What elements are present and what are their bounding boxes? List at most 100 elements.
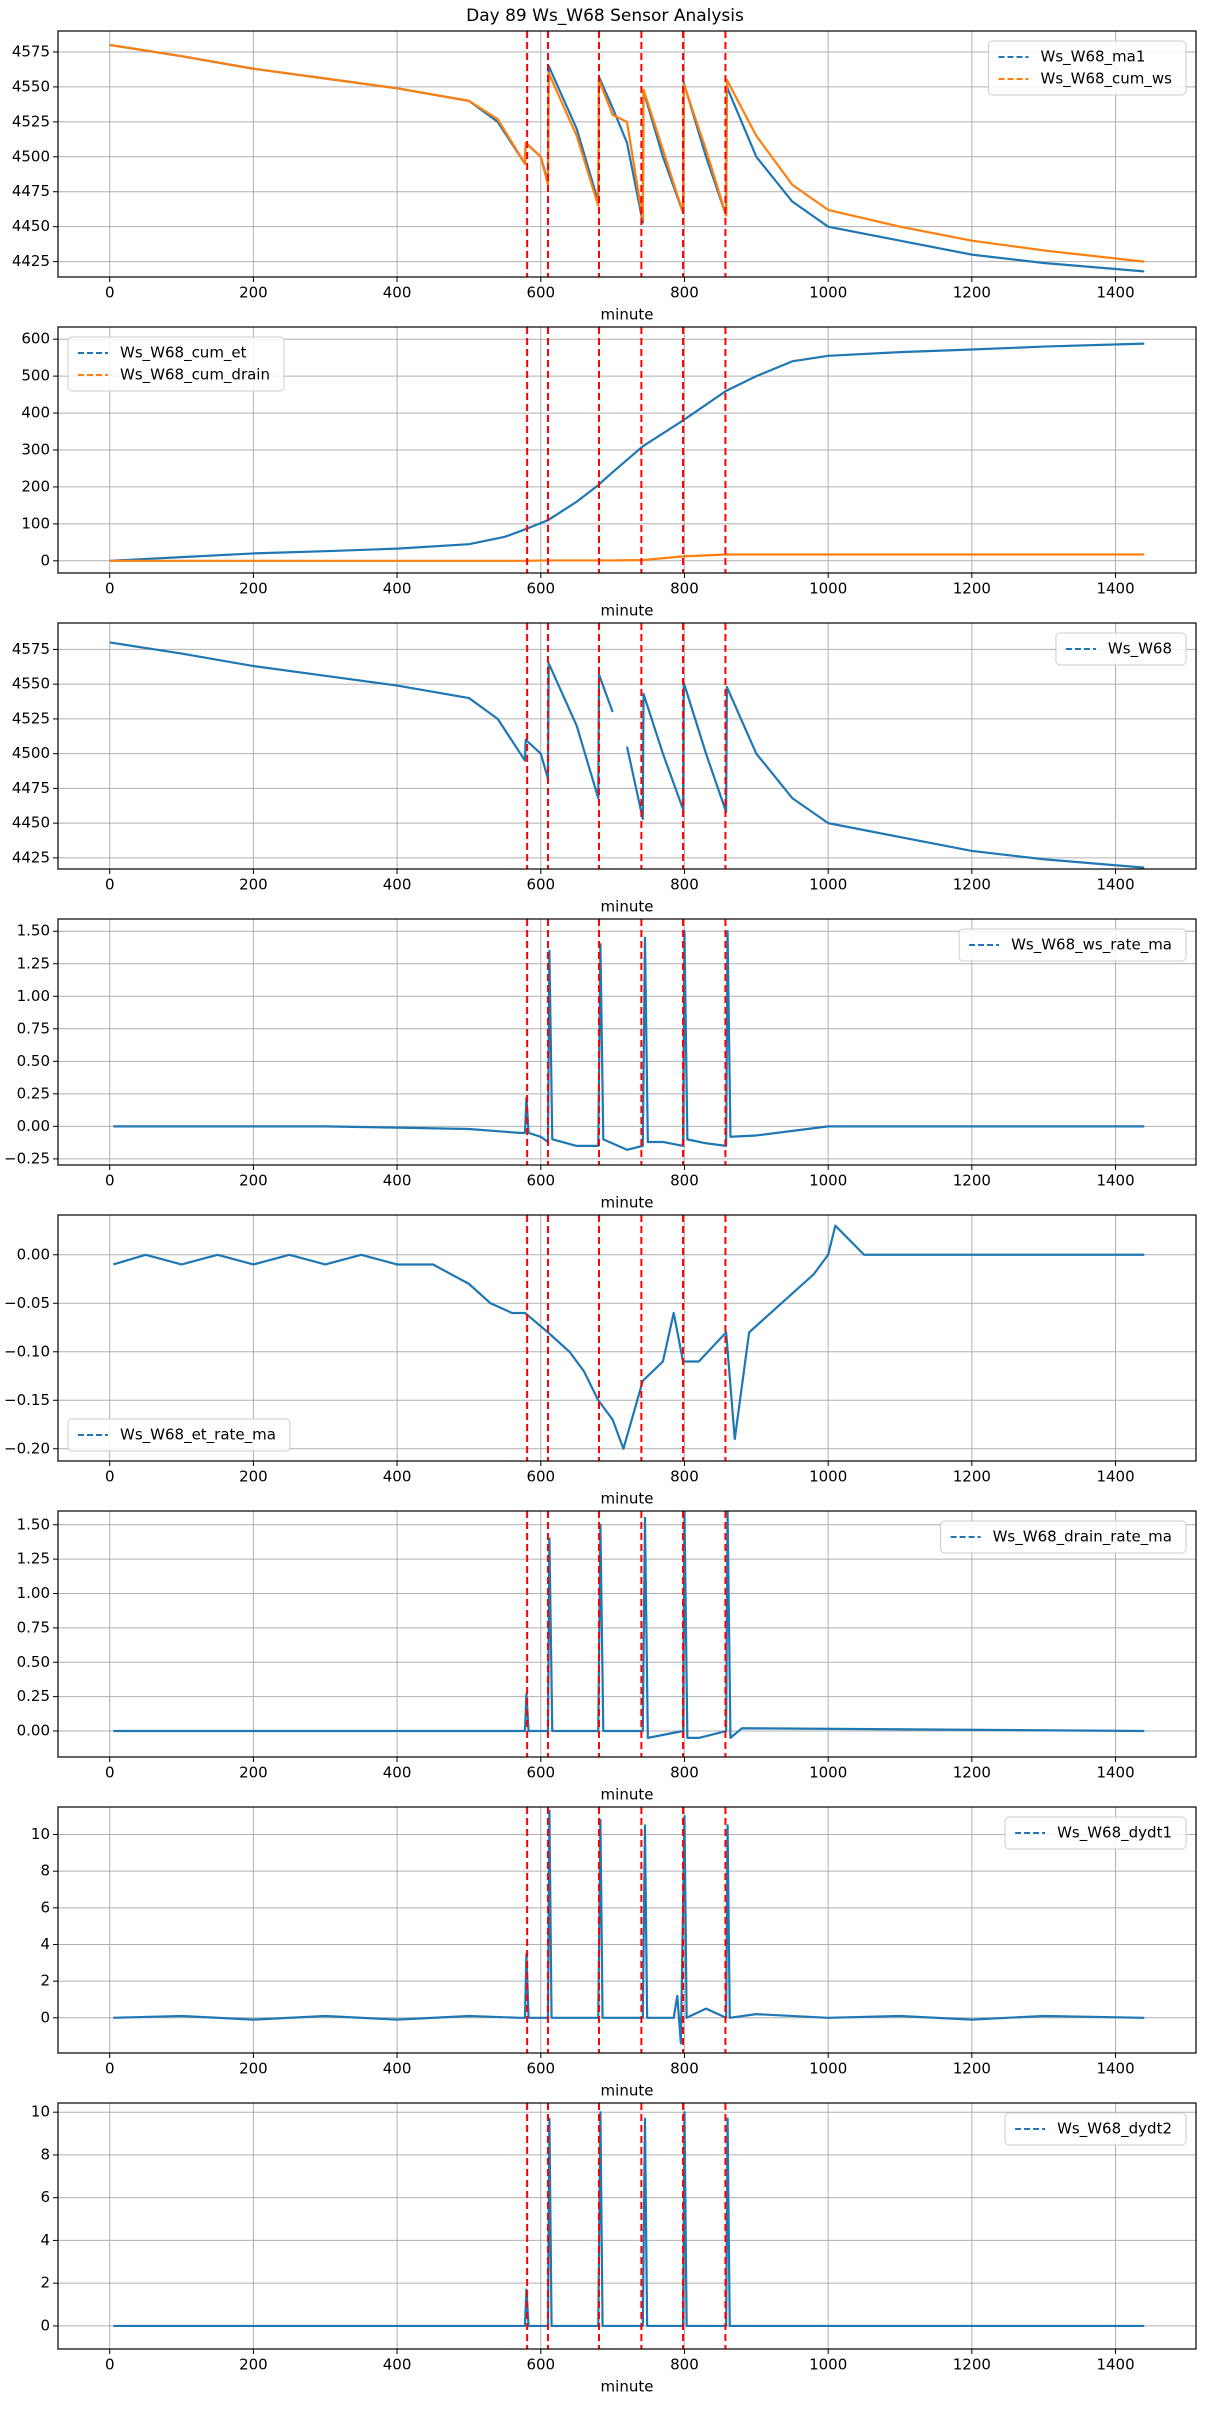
x-tick-label: 0: [105, 1468, 115, 1486]
y-tick-label: 1.50: [17, 1515, 50, 1533]
x-axis-label: minute: [601, 1786, 654, 1804]
y-tick-label: 2: [40, 2274, 50, 2292]
x-tick-label: 1400: [1096, 580, 1134, 598]
x-tick-label: 1400: [1096, 284, 1134, 302]
plot-area: [109, 327, 1145, 573]
data-line: [113, 1224, 1145, 1450]
y-tick-label: −0.20: [4, 1439, 50, 1457]
legend-label: Ws_W68_cum_drain: [120, 366, 270, 385]
x-tick-label: 200: [239, 2060, 268, 2078]
x-tick-label: 1400: [1096, 1468, 1134, 1486]
x-tick-label: 1200: [953, 1468, 991, 1486]
y-tick-label: 600: [21, 330, 50, 348]
y-tick-label: 4500: [12, 744, 50, 762]
y-tick-label: 4: [40, 2231, 50, 2249]
plot-area: [113, 919, 1145, 1165]
y-tick-label: 0: [40, 2316, 50, 2334]
y-tick-label: 4450: [12, 814, 50, 832]
y-tick-label: 10: [31, 2103, 50, 2121]
x-tick-label: 800: [670, 580, 699, 598]
x-tick-label: 600: [526, 876, 555, 894]
y-tick-label: 200: [21, 477, 50, 495]
y-tick-label: 0.75: [17, 1019, 50, 1037]
x-axis-label: minute: [601, 898, 654, 916]
x-axis-label: minute: [601, 306, 654, 324]
y-tick-label: 6: [40, 2188, 50, 2206]
y-tick-label: 0.00: [17, 1722, 50, 1740]
x-tick-label: 600: [526, 580, 555, 598]
x-tick-label: 400: [383, 2060, 412, 2078]
x-tick-label: 1200: [953, 284, 991, 302]
x-tick-label: 0: [105, 1764, 115, 1782]
legend-box: [1055, 632, 1187, 666]
y-tick-label: 1.25: [17, 954, 50, 972]
x-tick-label: 600: [526, 1468, 555, 1486]
legend: Ws_W68_dydt2: [1004, 2112, 1187, 2146]
x-tick-label: 1400: [1096, 1764, 1134, 1782]
y-tick-label: 400: [21, 404, 50, 422]
x-tick-label: 600: [526, 1172, 555, 1190]
y-tick-label: 4425: [12, 848, 50, 866]
y-tick-label: 6: [40, 1898, 50, 1916]
y-tick-label: 10: [31, 1825, 50, 1843]
legend: Ws_W68_ma1 Ws_W68_cum_ws: [987, 40, 1187, 96]
x-tick-label: 1000: [809, 284, 847, 302]
x-tick-label: 1200: [953, 1172, 991, 1190]
x-tick-label: 1200: [953, 580, 991, 598]
data-line: [109, 43, 1145, 263]
axes-frame: [57, 326, 1197, 574]
x-tick-label: 1000: [809, 1468, 847, 1486]
x-tick-label: 1200: [953, 2356, 991, 2374]
legend-box: [940, 1520, 1187, 1554]
y-tick-label: 1.50: [17, 922, 50, 940]
y-tick-label: 4550: [12, 77, 50, 95]
legend: Ws_W68_drain_rate_ma: [940, 1520, 1187, 1554]
x-tick-label: 400: [383, 1468, 412, 1486]
x-tick-label: 1000: [809, 580, 847, 598]
x-tick-label: 200: [239, 284, 268, 302]
axes-frame: [57, 30, 1197, 278]
data-line: [109, 641, 1145, 869]
axes-frame: [57, 1510, 1197, 1758]
axes-frame: [57, 622, 1197, 870]
x-tick-label: 400: [383, 284, 412, 302]
x-tick-label: 0: [105, 2356, 115, 2374]
y-tick-label: 100: [21, 514, 50, 532]
x-tick-label: 600: [526, 284, 555, 302]
figure-title: Day 89 Ws_W68 Sensor Analysis: [466, 6, 744, 26]
legend-label: Ws_W68_dydt2: [1057, 2120, 1172, 2139]
x-tick-label: 400: [383, 2356, 412, 2374]
y-tick-label: 8: [40, 1862, 50, 1880]
legend-label: Ws_W68_cum_et: [120, 344, 247, 363]
y-tick-label: 4575: [12, 42, 50, 60]
legend-box: [1004, 1816, 1187, 1850]
axes-frame: [57, 2102, 1197, 2350]
y-tick-label: −0.10: [4, 1342, 50, 1360]
x-tick-label: 800: [670, 284, 699, 302]
x-axis-label: minute: [601, 602, 654, 620]
x-axis-label: minute: [601, 2378, 654, 2396]
y-tick-label: 4475: [12, 182, 50, 200]
x-tick-label: 600: [526, 2356, 555, 2374]
x-tick-label: 800: [670, 876, 699, 894]
y-tick-label: 0.25: [17, 1687, 50, 1705]
legend-label: Ws_W68: [1108, 640, 1172, 659]
y-tick-label: 0: [40, 551, 50, 569]
plot-area: [113, 1215, 1145, 1461]
x-tick-label: 1400: [1096, 2060, 1134, 2078]
legend-label: Ws_W68_ma1: [1040, 48, 1145, 67]
legend-box: [1004, 2112, 1187, 2146]
axes-frame: [57, 918, 1197, 1166]
y-tick-label: 4575: [12, 640, 50, 658]
y-tick-label: 4550: [12, 675, 50, 693]
legend-box: [987, 40, 1187, 96]
legend-label: Ws_W68_drain_rate_ma: [993, 1528, 1172, 1547]
y-tick-label: 500: [21, 367, 50, 385]
legend-box: [958, 928, 1187, 962]
x-tick-label: 0: [105, 1172, 115, 1190]
data-line: [113, 930, 1145, 1151]
x-tick-label: 1000: [809, 2060, 847, 2078]
legend-label: Ws_W68_cum_ws: [1040, 70, 1172, 89]
y-tick-label: 0.50: [17, 1653, 50, 1671]
